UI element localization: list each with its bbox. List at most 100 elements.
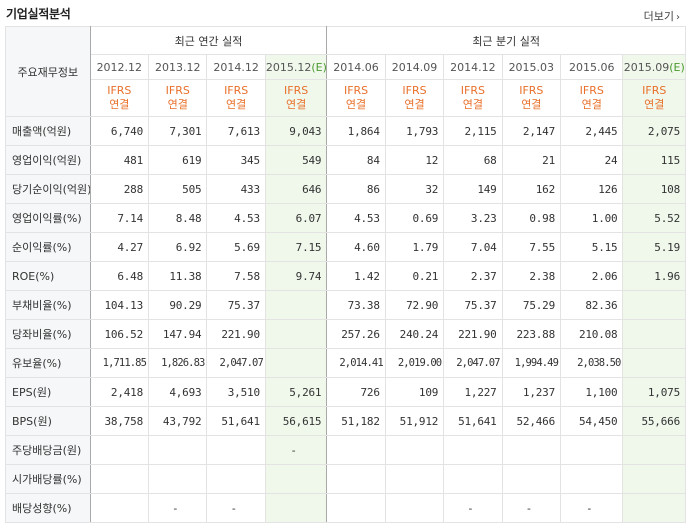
estimate-mark: (E) [311, 60, 327, 74]
value-cell: 73.38 [326, 290, 386, 320]
value-cell: 4.53 [326, 203, 386, 233]
row-label: 부채비율(%) [5, 290, 91, 320]
consolidated-label: 연결 [226, 98, 247, 111]
value-cell: 2,047.07 [206, 348, 266, 378]
value-cell: 3,510 [206, 377, 266, 407]
value-cell: 5.69 [206, 232, 266, 262]
value-cell: 56,615 [264, 406, 328, 436]
row-label: ROE(%) [5, 261, 91, 291]
period-label: 2013.12 [154, 60, 201, 74]
table-row: 배당성향(%) - - - - - [5, 493, 686, 523]
period-header: 2015.09(E) [622, 54, 686, 80]
value-cell [501, 464, 562, 494]
value-cell: 52,466 [501, 406, 562, 436]
row-label: 매출액(억원) [5, 116, 91, 146]
period-header: 2015.12(E) [264, 54, 328, 80]
more-link[interactable]: 더보기 › [644, 8, 680, 24]
value-cell [560, 435, 624, 465]
label-column-header: 주요재무정보 [5, 26, 91, 117]
table-row: 순이익률(%) 4.27 6.92 5.69 7.15 4.60 1.79 7.04 7.55 5… [5, 232, 686, 262]
value-cell: 51,912 [384, 406, 445, 436]
value-cell: 5.52 [622, 203, 686, 233]
value-cell: 11.38 [148, 261, 208, 291]
quarter-group-header: 최근 분기 실적 [326, 26, 686, 55]
period-label: 2014.12 [213, 60, 259, 74]
value-cell [622, 319, 686, 349]
consolidated-label: 연결 [462, 98, 484, 111]
ifrs-label: IFRS [460, 84, 485, 97]
period-header: 2014.12 [206, 54, 266, 80]
value-cell: 7.15 [264, 232, 328, 262]
value-cell: 1,994.49 [501, 348, 562, 378]
value-cell: 2,047.07 [443, 348, 503, 378]
row-label: 유보율(%) [5, 348, 91, 378]
ifrs-label: IFRS [579, 84, 604, 97]
value-cell: 72.90 [384, 290, 445, 320]
value-cell: 7.58 [206, 261, 266, 291]
consolidated-label: 연결 [285, 98, 307, 111]
value-cell: 43,792 [148, 406, 208, 436]
ifrs-badge: IFRS 연결 [622, 79, 686, 117]
value-cell: 1,793 [384, 116, 445, 146]
value-cell: - [443, 493, 503, 523]
value-cell: 221.90 [443, 319, 503, 349]
value-cell: 433 [206, 174, 266, 204]
value-cell [326, 435, 386, 465]
value-cell: 75.29 [501, 290, 562, 320]
value-cell: 2,075 [622, 116, 686, 146]
ifrs-header-row: IFRS 연결 IFRS 연결 IFRS 연결 IFRS 연결 IFRS 연결 IFRS 연결 IFRS… [6, 79, 686, 117]
value-cell: 2.06 [560, 261, 624, 291]
value-cell: 115 [622, 145, 686, 175]
ifrs-badge: IFRS 연결 [326, 79, 386, 117]
value-cell: - [501, 493, 562, 523]
value-cell: 84 [326, 145, 386, 175]
value-cell: 0.98 [501, 203, 562, 233]
value-cell: - [148, 493, 208, 523]
row-label: BPS(원) [5, 406, 91, 436]
value-cell: 104.13 [89, 290, 150, 320]
period-label: 2014.06 [333, 60, 379, 74]
more-label: 더보기 [643, 10, 674, 23]
ifrs-badge: IFRS 연결 [264, 79, 328, 117]
value-cell [622, 435, 686, 465]
value-cell [326, 493, 386, 523]
value-cell: 9.74 [264, 261, 328, 291]
annual-group-header: 최근 연간 실적 [89, 26, 328, 55]
ifrs-label: IFRS [402, 84, 427, 97]
period-header: 2013.12 [148, 54, 208, 80]
period-header: 2015.03 [501, 54, 562, 80]
ifrs-badge: IFRS 연결 [501, 79, 562, 117]
value-cell [89, 435, 150, 465]
value-cell: 221.90 [206, 319, 266, 349]
value-cell: 2,147 [501, 116, 562, 146]
ifrs-badge: IFRS 연결 [148, 79, 208, 117]
value-cell: 646 [264, 174, 328, 204]
value-cell: 2.38 [501, 261, 562, 291]
value-cell: 257.26 [326, 319, 386, 349]
value-cell: 619 [148, 145, 208, 175]
value-cell [148, 464, 208, 494]
value-cell: 2.37 [443, 261, 503, 291]
row-label: 당기순이익(억원) [5, 174, 91, 204]
table-row: 주당배당금(원) - [5, 435, 686, 465]
table-row: 매출액(억원) 6,740 7,301 7,613 9,043 1,864 1,793 2,1… [5, 116, 686, 146]
value-cell: 51,641 [206, 406, 266, 436]
row-label: 당좌비율(%) [5, 319, 91, 349]
period-label: 2015.06 [569, 60, 615, 74]
value-cell: 55,666 [622, 406, 686, 436]
value-cell: 2,038.50 [560, 348, 624, 378]
value-cell: 8.48 [148, 203, 208, 233]
consolidated-label: 연결 [345, 98, 367, 111]
value-cell: 0.69 [384, 203, 445, 233]
value-cell: 5,261 [264, 377, 328, 407]
value-cell: 345 [206, 145, 266, 175]
value-cell: 7.14 [89, 203, 150, 233]
value-cell [622, 464, 686, 494]
value-cell: 38,758 [89, 406, 150, 436]
value-cell: 75.37 [443, 290, 503, 320]
value-cell: 4,693 [148, 377, 208, 407]
value-cell [326, 464, 386, 494]
period-label: 2012.12 [96, 60, 143, 74]
value-cell [443, 435, 503, 465]
